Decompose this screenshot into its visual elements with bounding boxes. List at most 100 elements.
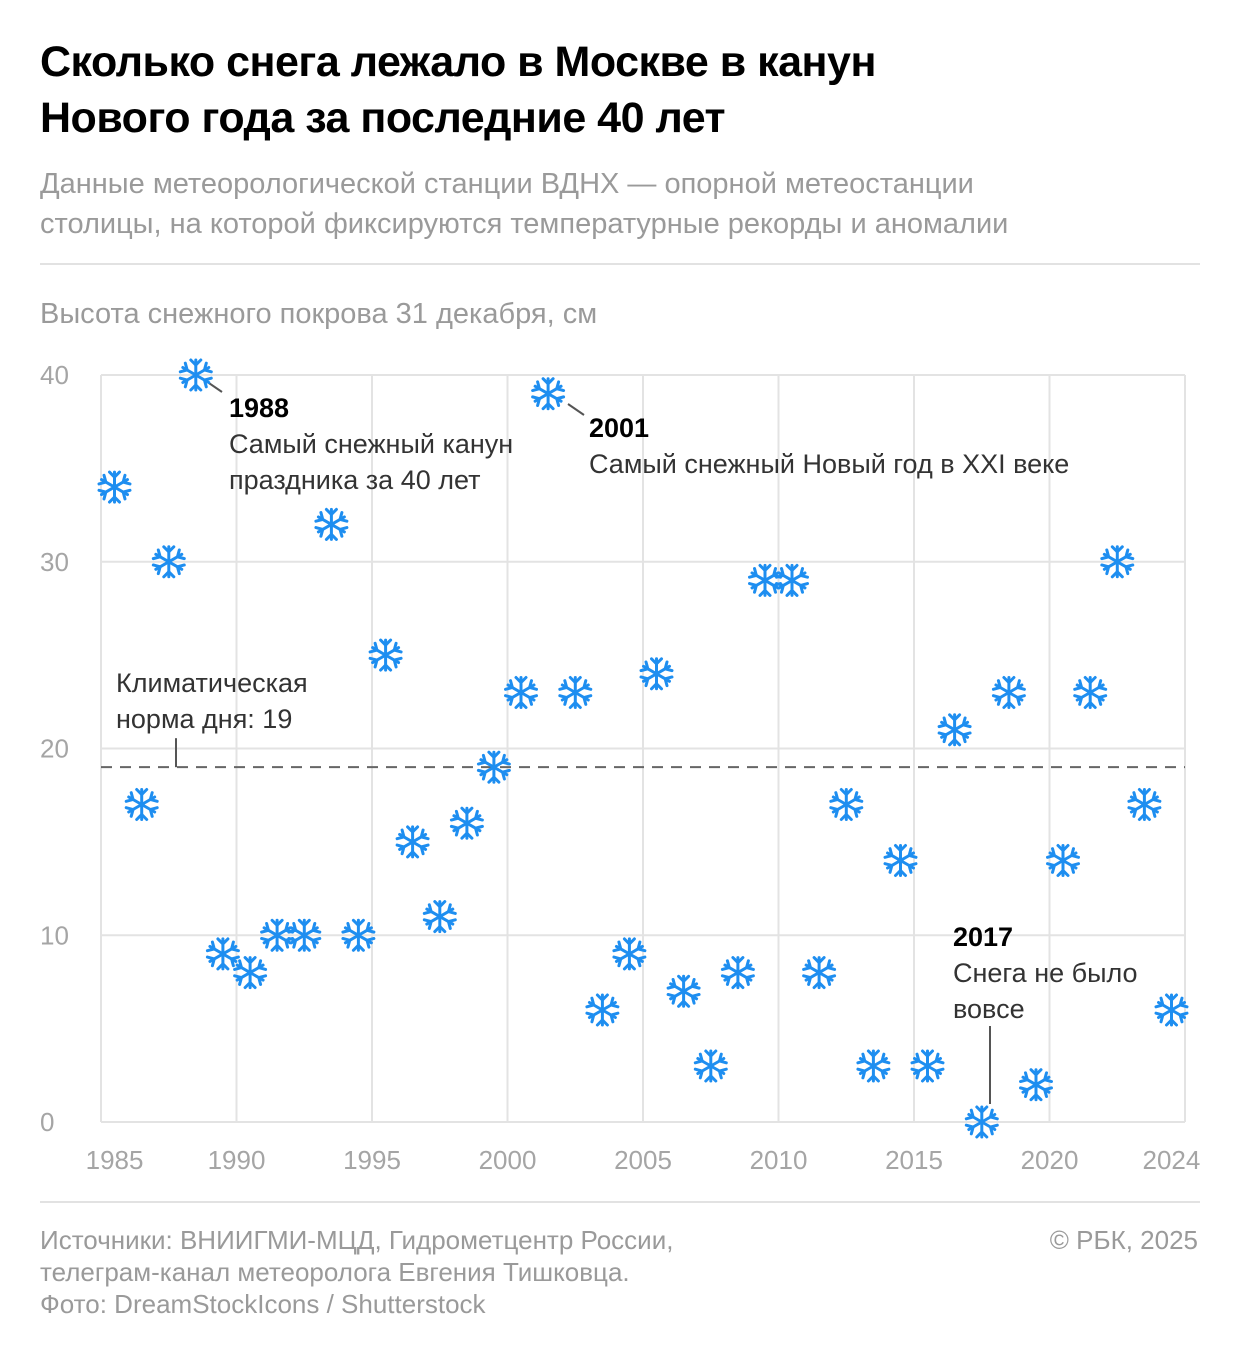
reference-label-line-2: норма дня: 19 <box>116 704 292 734</box>
snowflake-icon <box>368 638 403 672</box>
snowflake-point <box>612 937 647 971</box>
title-line-2: Нового года за последние 40 лет <box>40 94 726 142</box>
snowflake-point <box>748 563 782 597</box>
annotation-year: 2017 <box>953 922 1013 952</box>
snowflake-point <box>883 844 918 877</box>
title-line-1: Сколько снега лежало в Москве в канун <box>40 38 876 86</box>
snowflake-point <box>639 657 674 691</box>
snowflake-icon <box>1127 788 1162 821</box>
snowflake-point <box>233 956 268 990</box>
snowflake-point <box>666 974 701 1008</box>
snowflake-point <box>97 470 132 504</box>
snowflake-icon <box>97 470 132 504</box>
snowflake-icon <box>802 956 837 990</box>
snowflake-icon <box>531 377 566 411</box>
snowflake-icon <box>124 788 159 821</box>
x-tick-label: 1985 <box>86 1145 144 1175</box>
annotation-text: вовсе <box>953 994 1025 1024</box>
snowflake-point <box>937 713 972 747</box>
snowflake-icon <box>910 1049 945 1083</box>
snowflake-point <box>829 788 864 821</box>
snowflake-point <box>422 900 457 934</box>
snowflake-point <box>802 956 837 990</box>
snowflake-icon <box>233 956 268 990</box>
x-tick-label: 2015 <box>885 1145 943 1175</box>
y-tick-label: 30 <box>40 547 69 577</box>
snowflake-icon <box>639 657 674 691</box>
x-tick-label: 2024 <box>1143 1145 1201 1175</box>
snowflake-icon <box>449 806 484 840</box>
snowflake-icon <box>1154 993 1189 1027</box>
x-tick-label: 1995 <box>343 1145 401 1175</box>
snowflake-point <box>558 676 593 709</box>
copyright: © РБК, 2025 <box>1049 1225 1198 1255</box>
chart-axes: 0 10 20 30 40 1985 1990 1995 2000 2005 2010 2015 202… <box>40 360 1200 1175</box>
snowflake-icon <box>883 844 918 877</box>
snowflake-point <box>910 1049 945 1083</box>
snowflake-point <box>1073 676 1108 709</box>
subtitle-line-2: столицы, на которой фиксируются температ… <box>40 208 1009 240</box>
snowflake-icon <box>585 993 620 1027</box>
annotation-leader <box>567 403 585 416</box>
x-tick-label: 1990 <box>208 1145 266 1175</box>
snowflake-point <box>1154 993 1189 1027</box>
snowflake-point <box>1127 788 1162 821</box>
snowflake-icon <box>1046 844 1080 877</box>
annotation-year: 1988 <box>229 393 289 423</box>
snowflake-icon <box>856 1049 891 1083</box>
snowflake-icon <box>504 676 538 709</box>
snowflake-point <box>449 806 484 840</box>
snowflake-point <box>693 1049 728 1083</box>
annotation-text: Самый снежный Новый год в XXI веке <box>589 449 1069 479</box>
snowflake-icon <box>558 676 593 709</box>
snowflake-icon <box>422 900 457 934</box>
annotation-text: праздника за 40 лет <box>229 465 480 495</box>
x-tick-label: 2010 <box>750 1145 808 1175</box>
snowflake-point <box>1046 844 1080 877</box>
snowflake-icon <box>1073 676 1108 709</box>
snowflake-icon <box>666 974 701 1008</box>
y-tick-label: 10 <box>40 920 69 950</box>
annotation-year: 2001 <box>589 413 649 443</box>
snowflake-point <box>856 1049 891 1083</box>
y-tick-label: 20 <box>40 734 69 764</box>
snowflake-point <box>585 993 620 1027</box>
annotation-text: Снега не было <box>953 958 1138 988</box>
snowflake-point <box>124 788 159 821</box>
snowflake-point <box>531 377 566 411</box>
snowflake-icon <box>395 825 430 859</box>
y-tick-label: 0 <box>40 1107 54 1137</box>
sources-line-1: Источники: ВНИИГМИ-МЦД, Гидрометцентр Ро… <box>40 1225 674 1255</box>
snowflake-point <box>720 956 755 990</box>
x-tick-label: 2000 <box>479 1145 537 1175</box>
reference-line-group: Климатическая норма дня: 19 <box>101 668 1185 769</box>
sources-line-2: телеграм-канал метеоролога Евгения Тишко… <box>40 1257 630 1287</box>
snowflake-point <box>991 676 1026 709</box>
snowflake-point <box>395 825 430 859</box>
snowflake-icon <box>720 956 755 990</box>
snowflake-icon <box>205 937 240 971</box>
subtitle: Данные метеорологической станции ВДНХ — … <box>40 164 1200 244</box>
snowflake-point <box>775 563 809 597</box>
page-title: Сколько снега лежало в Москве в канун Но… <box>40 34 1200 146</box>
y-tick-label: 40 <box>40 360 69 390</box>
snowflake-icon <box>612 937 647 971</box>
snowflake-icon <box>314 507 349 541</box>
sources: Источники: ВНИИГМИ-МЦД, Гидрометцентр Ро… <box>40 1224 673 1320</box>
snowflake-icon <box>693 1049 728 1083</box>
snowflake-point <box>205 937 240 971</box>
top-divider <box>40 263 1200 265</box>
snowflake-icon <box>937 713 972 747</box>
reference-label-line-1: Климатическая <box>116 668 308 698</box>
snowflake-icon <box>775 563 809 597</box>
bottom-divider <box>40 1201 1200 1203</box>
chart-grid <box>100 374 1186 1123</box>
snowflake-point <box>1019 1068 1053 1102</box>
snowflake-point <box>368 638 403 672</box>
snowflake-point <box>314 507 349 541</box>
annotation-text: Самый снежный канун <box>229 429 513 459</box>
subtitle-line-1: Данные метеорологической станции ВДНХ — … <box>40 168 974 200</box>
annotations: 1988 Самый снежный канун праздника за 40 л… <box>205 380 1138 1104</box>
x-tick-label: 2020 <box>1021 1145 1079 1175</box>
